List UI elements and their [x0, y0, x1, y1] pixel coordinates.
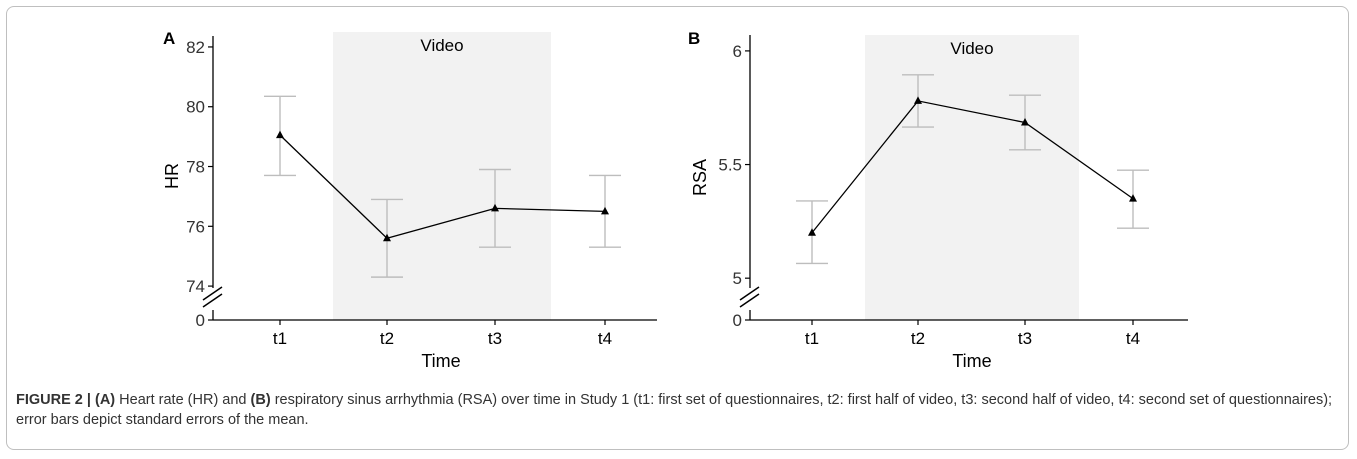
- x-tick-label: t2: [911, 329, 925, 348]
- x-tick-label: t1: [805, 329, 819, 348]
- y-tick-label: 78: [186, 158, 205, 177]
- panel-label: B: [688, 29, 700, 48]
- y-tick-label: 82: [186, 38, 205, 57]
- data-point-marker: [1021, 118, 1029, 126]
- panel-label: A: [163, 29, 175, 48]
- data-point-marker: [1129, 194, 1137, 202]
- chart-panel-a: Video A 0 74 76 78 80 82 t1 t2 t3 t4 Time HR: [162, 29, 657, 371]
- video-region-label: Video: [950, 39, 993, 58]
- video-shaded-region: [333, 32, 551, 320]
- y-tick-label: 6: [733, 42, 742, 61]
- data-point-marker: [383, 233, 391, 242]
- data-point-marker: [491, 203, 499, 212]
- series-line: [279, 134, 606, 239]
- data-point-marker: [914, 96, 922, 104]
- figure-charts: Video A 0 74 76 78 80 82 t1 t2 t3 t4 Time HR Video B 0 5 5…: [162, 29, 1188, 371]
- video-shaded-region: [865, 35, 1079, 320]
- y-tick-label-zero: 0: [196, 311, 205, 330]
- video-region-label: Video: [420, 36, 463, 55]
- x-tick-label: t4: [1126, 329, 1140, 348]
- y-tick-label: 5: [733, 269, 742, 288]
- caption-lead: FIGURE 2 |: [16, 392, 95, 408]
- figure-caption: FIGURE 2 | (A) Heart rate (HR) and (B) r…: [16, 390, 1338, 430]
- x-axis-title: Time: [952, 351, 991, 371]
- axis-break-mark: [202, 293, 223, 308]
- axis-break-mark: [739, 293, 760, 308]
- y-axis-title: RSA: [690, 159, 710, 196]
- caption-part-b-text: respiratory sinus arrhythmia (RSA) over …: [16, 392, 1333, 428]
- series-line: [811, 100, 1134, 234]
- data-point-marker: [808, 228, 816, 236]
- y-tick-label: 76: [186, 217, 205, 236]
- x-tick-label: t2: [380, 329, 394, 348]
- axis-break-mark: [739, 286, 760, 301]
- y-axis-title: HR: [162, 163, 182, 189]
- caption-part-a-text: Heart rate (HR) and: [115, 392, 251, 408]
- y-tick-label: 74: [186, 277, 205, 296]
- x-tick-label: t4: [598, 329, 612, 348]
- x-tick-label: t3: [488, 329, 502, 348]
- axis-break-mark: [202, 286, 223, 301]
- x-tick-label: t3: [1018, 329, 1032, 348]
- y-tick-label: 80: [186, 98, 205, 117]
- caption-part-a-label: (A): [95, 392, 116, 408]
- data-point-marker: [601, 206, 609, 215]
- x-tick-label: t1: [273, 329, 287, 348]
- x-axis-title: Time: [421, 351, 460, 371]
- y-tick-label: 5.5: [718, 156, 742, 175]
- chart-panel-b: Video B 0 5 5.5 6 t1 t2 t3 t4 Time RSA: [688, 29, 1188, 371]
- y-tick-label-zero: 0: [733, 311, 742, 330]
- data-point-marker: [276, 130, 284, 139]
- caption-part-b-label: (B): [250, 392, 271, 408]
